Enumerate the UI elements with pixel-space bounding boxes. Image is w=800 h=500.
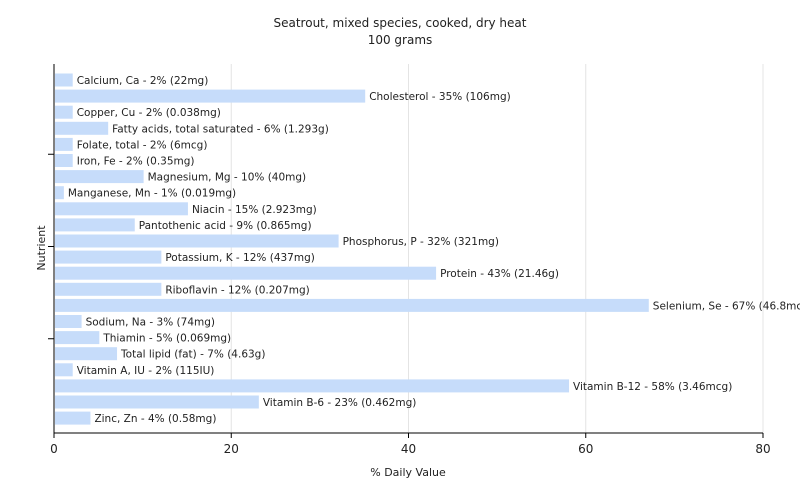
bar <box>55 170 144 184</box>
bar <box>55 218 135 232</box>
bar-data-label: Manganese, Mn - 1% (0.019mg) <box>68 188 236 200</box>
bar-data-label: Total lipid (fat) - 7% (4.63g) <box>120 349 265 361</box>
bar <box>55 234 339 248</box>
bar <box>55 363 73 377</box>
bar-data-label: Cholesterol - 35% (106mg) <box>369 91 511 103</box>
bar <box>55 121 109 135</box>
bar <box>55 250 162 264</box>
x-tick-label: 20 <box>224 442 239 456</box>
bar-data-label: Sodium, Na - 3% (74mg) <box>86 317 215 329</box>
bar <box>55 105 73 119</box>
bar <box>55 202 188 216</box>
bar <box>55 298 649 312</box>
bar-data-label: Folate, total - 2% (6mcg) <box>77 139 208 151</box>
bar-data-label: Selenium, Se - 67% (46.8mcg) <box>653 300 800 312</box>
x-tick-label: 80 <box>755 442 770 456</box>
bar <box>55 315 82 328</box>
bar <box>55 266 437 280</box>
chart-title: Seatrout, mixed species, cooked, dry hea… <box>274 16 527 30</box>
bar-data-label: Riboflavin - 12% (0.207mg) <box>165 284 309 296</box>
bar-data-label: Pantothenic acid - 9% (0.865mg) <box>139 220 312 232</box>
bar <box>55 282 162 296</box>
bar <box>55 411 91 425</box>
bar-data-label: Vitamin A, IU - 2% (115IU) <box>77 365 215 377</box>
bar <box>55 154 73 167</box>
bar <box>55 73 73 87</box>
axes: 0 20 40 60 80 <box>48 64 771 456</box>
bar <box>55 395 259 409</box>
bar-data-label: Zinc, Zn - 4% (0.58mg) <box>94 413 216 425</box>
bar-data-label: Phosphorus, P - 32% (321mg) <box>343 236 499 248</box>
x-tick-label: 60 <box>578 442 593 456</box>
bar <box>55 347 118 361</box>
bar <box>55 137 73 151</box>
x-tick-label: 40 <box>401 442 416 456</box>
bars: Calcium, Ca - 2% (22mg) Cholesterol - 35%… <box>55 73 800 425</box>
bar <box>55 186 64 200</box>
chart-subtitle: 100 grams <box>368 33 433 47</box>
bar-data-label: Copper, Cu - 2% (0.038mg) <box>77 107 221 119</box>
bar <box>55 379 570 393</box>
bar-data-label: Niacin - 15% (2.923mg) <box>192 204 317 216</box>
bar-data-label: Thiamin - 5% (0.069mg) <box>102 333 231 345</box>
bar-data-label: Vitamin B-6 - 23% (0.462mg) <box>263 397 417 409</box>
bar <box>55 89 366 103</box>
bar-data-label: Vitamin B-12 - 58% (3.46mcg) <box>573 381 732 393</box>
grid-lines <box>230 64 764 433</box>
x-axis-label: % Daily Value <box>370 466 446 479</box>
bar-data-label: Magnesium, Mg - 10% (40mg) <box>148 172 307 184</box>
bar-data-label: Protein - 43% (21.46g) <box>440 268 559 280</box>
bar-data-label: Potassium, K - 12% (437mg) <box>165 252 315 264</box>
y-axis-label: Nutrient <box>35 225 48 271</box>
bar-data-label: Iron, Fe - 2% (0.35mg) <box>77 156 195 168</box>
bar <box>55 331 100 345</box>
bar-data-label: Calcium, Ca - 2% (22mg) <box>77 75 209 87</box>
x-tick-label: 0 <box>50 442 58 456</box>
bar-data-label: Fatty acids, total saturated - 6% (1.293… <box>112 123 329 135</box>
